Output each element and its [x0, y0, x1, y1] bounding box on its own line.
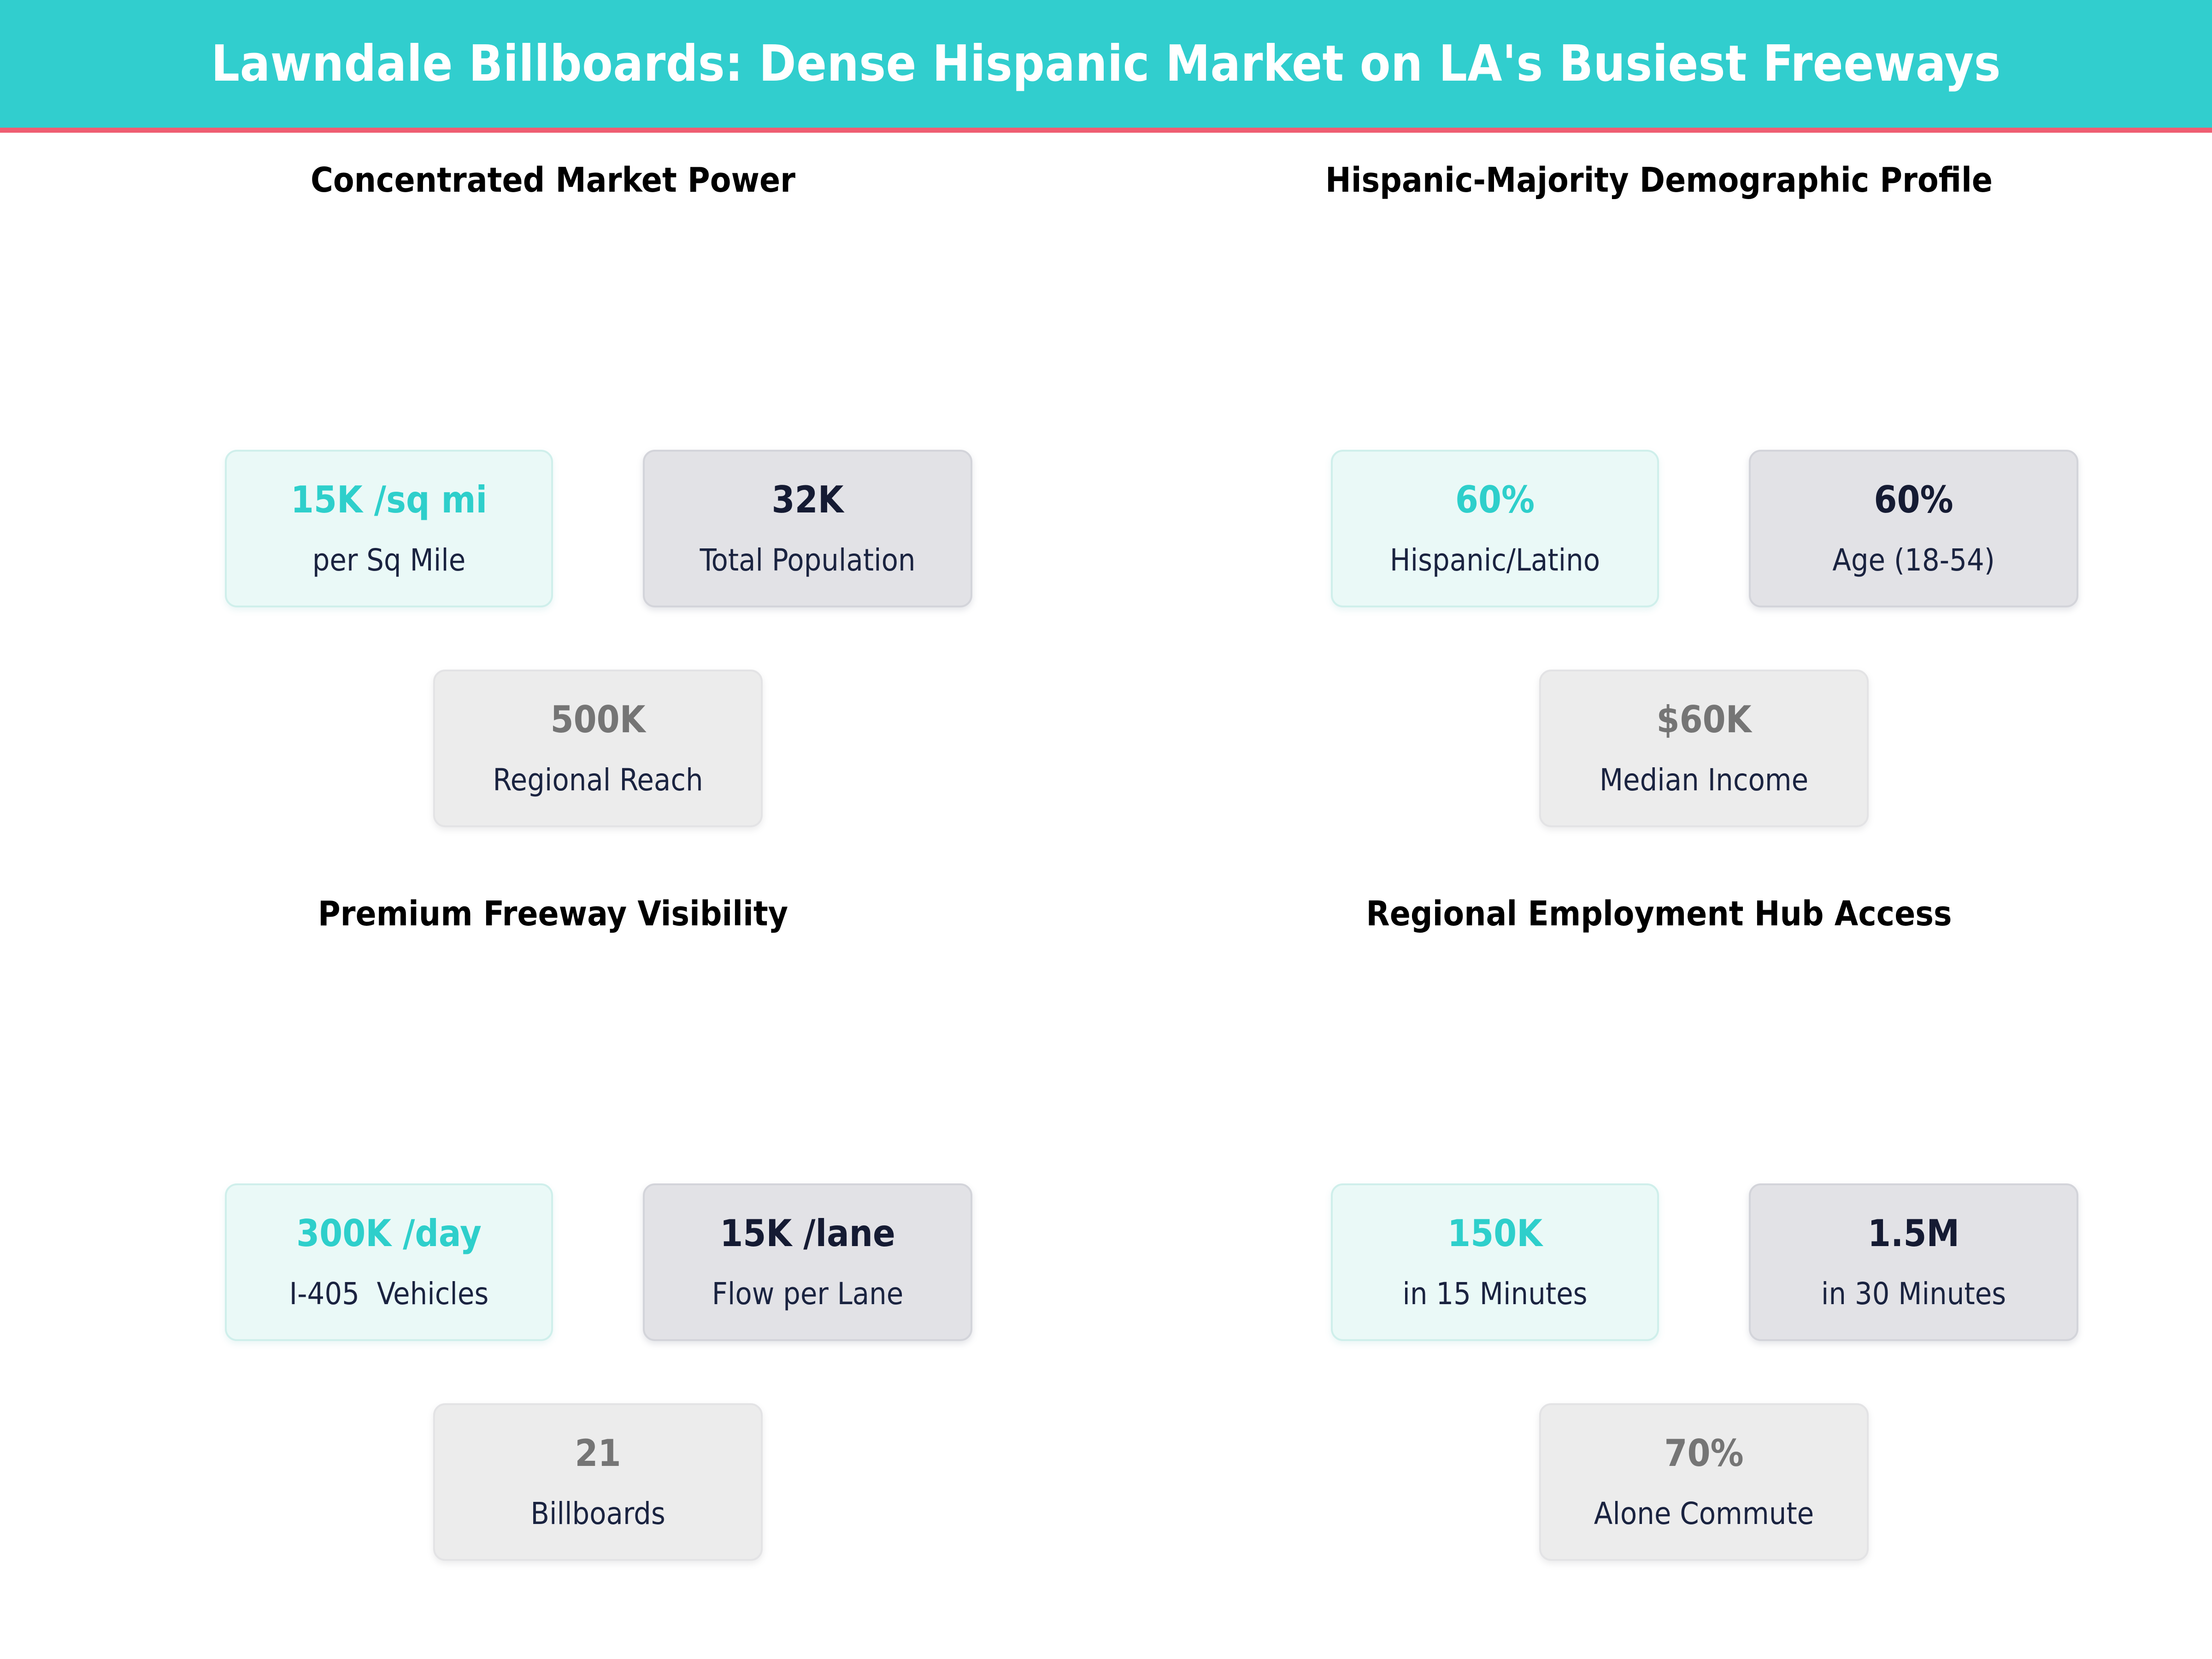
section-title: Hispanic-Majority Demographic Profile [1325, 160, 1993, 200]
stat-value: 150K [1447, 1212, 1542, 1255]
stat-card-flow-per-lane[interactable]: 15K /lane Flow per Lane [643, 1183, 972, 1341]
stat-card-median-income[interactable]: $60K Median Income [1539, 670, 1869, 827]
stat-label: per Sq Mile [312, 542, 466, 578]
stat-value: 60% [1874, 478, 1953, 521]
section-title: Concentrated Market Power [311, 160, 795, 200]
section-concentrated-market-power: Concentrated Market Power 15K /sq mi per… [0, 133, 1106, 893]
stat-value: $60K [1656, 698, 1752, 741]
page-title: Lawndale Billboards: Dense Hispanic Mark… [211, 35, 2001, 93]
stat-card-in-15-minutes[interactable]: 150K in 15 Minutes [1331, 1183, 1659, 1341]
stat-value: 60% [1455, 478, 1535, 521]
section-title: Regional Employment Hub Access [1366, 894, 1952, 934]
header-accent-rule [0, 128, 2212, 133]
stat-card-total-population[interactable]: 32K Total Population [643, 450, 972, 607]
stat-label: Age (18-54) [1832, 542, 1995, 578]
stat-value: 300K /day [296, 1212, 482, 1255]
stat-card-in-30-minutes[interactable]: 1.5M in 30 Minutes [1749, 1183, 2078, 1341]
stat-label: in 30 Minutes [1821, 1276, 2006, 1312]
stat-card-alone-commute[interactable]: 70% Alone Commute [1539, 1403, 1869, 1561]
stat-label: Alone Commute [1594, 1496, 1814, 1531]
stat-value: 15K /sq mi [290, 478, 488, 521]
stat-label: Hispanic/Latino [1389, 542, 1600, 578]
stat-value: 21 [575, 1432, 621, 1475]
section-title: Premium Freeway Visibility [318, 894, 788, 934]
stat-label: Flow per Lane [712, 1276, 904, 1312]
stat-value: 500K [550, 698, 646, 741]
stat-card-age-18-54[interactable]: 60% Age (18-54) [1749, 450, 2078, 607]
stat-label: Median Income [1599, 762, 1809, 798]
header-banner: Lawndale Billboards: Dense Hispanic Mark… [0, 0, 2212, 128]
stat-label: Total Population [700, 542, 916, 578]
stat-value: 1.5M [1867, 1212, 1960, 1255]
stat-label: in 15 Minutes [1402, 1276, 1588, 1312]
stat-card-regional-reach[interactable]: 500K Regional Reach [433, 670, 763, 827]
stat-label: I-405 Vehicles [289, 1276, 489, 1312]
section-regional-employment-hub-access: Regional Employment Hub Access 150K in 1… [1106, 866, 2212, 1627]
stat-value: 15K /lane [720, 1212, 895, 1255]
stat-label: Billboards [530, 1496, 665, 1531]
stat-card-per-sq-mile[interactable]: 15K /sq mi per Sq Mile [225, 450, 553, 607]
stat-card-i405-vehicles[interactable]: 300K /day I-405 Vehicles [225, 1183, 553, 1341]
stat-value: 32K [771, 478, 844, 521]
section-hispanic-majority-demographic-profile: Hispanic-Majority Demographic Profile 60… [1106, 133, 2212, 893]
stat-card-billboards[interactable]: 21 Billboards [433, 1403, 763, 1561]
section-premium-freeway-visibility: Premium Freeway Visibility 300K /day I-4… [0, 866, 1106, 1627]
stat-label: Regional Reach [493, 762, 703, 798]
stat-card-hispanic-latino[interactable]: 60% Hispanic/Latino [1331, 450, 1659, 607]
stat-value: 70% [1664, 1432, 1744, 1475]
